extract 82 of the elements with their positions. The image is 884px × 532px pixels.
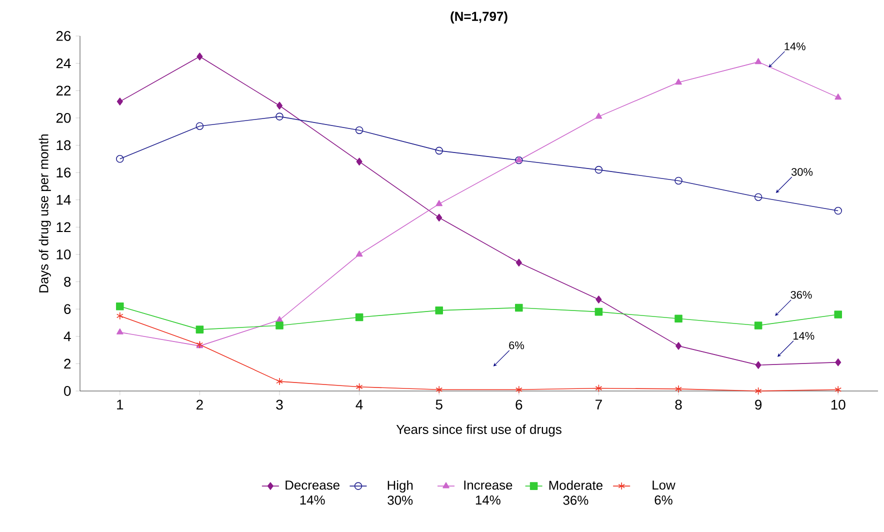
point bbox=[276, 102, 283, 110]
point bbox=[355, 313, 364, 322]
point bbox=[196, 326, 204, 334]
point bbox=[276, 112, 284, 120]
point bbox=[356, 383, 363, 391]
point bbox=[594, 308, 603, 316]
point bbox=[596, 296, 602, 304]
y-tick-label: 0 bbox=[64, 386, 71, 396]
legend-label: Increase 14% bbox=[464, 480, 512, 505]
point bbox=[516, 258, 522, 267]
point bbox=[595, 384, 602, 392]
y-tick-label: 26 bbox=[56, 31, 71, 41]
legend-label: High 30% bbox=[388, 480, 413, 505]
point bbox=[675, 78, 682, 85]
chart-title: (N=1,797) bbox=[450, 11, 508, 24]
point bbox=[675, 342, 682, 350]
y-axis-title: Days of drug use per month bbox=[38, 134, 51, 292]
annotation: 14% bbox=[793, 332, 814, 340]
legend-label: Moderate 36% bbox=[549, 480, 602, 505]
point bbox=[436, 386, 443, 394]
point bbox=[754, 387, 762, 395]
annotation: 36% bbox=[790, 290, 812, 299]
y-tick-label: 16 bbox=[56, 168, 71, 178]
point bbox=[594, 166, 603, 174]
point bbox=[116, 302, 124, 310]
y-tick-label: 18 bbox=[56, 140, 71, 150]
x-tick-label: 2 bbox=[196, 400, 203, 410]
point bbox=[276, 378, 283, 386]
annotation: 6% bbox=[509, 341, 524, 350]
legend-label: Low 6% bbox=[652, 480, 676, 505]
point bbox=[276, 322, 284, 330]
x-tick-label: 6 bbox=[516, 400, 522, 410]
point bbox=[834, 206, 842, 215]
x-tick-label: 3 bbox=[276, 400, 283, 410]
x-tick-label: 10 bbox=[831, 400, 846, 410]
point bbox=[196, 52, 203, 60]
annotation: 30% bbox=[791, 168, 813, 176]
point bbox=[515, 304, 523, 312]
annotation: 14% bbox=[784, 42, 806, 50]
y-tick-label: 22 bbox=[56, 86, 71, 96]
point bbox=[355, 126, 364, 134]
y-tick-label: 4 bbox=[64, 332, 71, 342]
point bbox=[435, 306, 443, 314]
y-tick-label: 14 bbox=[56, 195, 71, 205]
point bbox=[835, 358, 842, 366]
y-tick-label: 6 bbox=[64, 304, 71, 314]
point bbox=[595, 112, 602, 119]
y-tick-label: 2 bbox=[64, 358, 71, 369]
point bbox=[356, 250, 363, 257]
point bbox=[834, 386, 842, 394]
x-tick-label: 5 bbox=[436, 400, 442, 410]
y-tick-label: 20 bbox=[56, 112, 71, 123]
y-tick-label: 24 bbox=[56, 58, 71, 68]
y-tick-label: 8 bbox=[64, 276, 71, 287]
point bbox=[116, 312, 124, 320]
point bbox=[436, 214, 442, 222]
x-axis-title: Years since first use of drugs bbox=[396, 424, 562, 437]
x-tick-label: 8 bbox=[675, 400, 682, 410]
point bbox=[116, 154, 124, 163]
point bbox=[834, 94, 842, 100]
y-tick-label: 12 bbox=[56, 222, 71, 232]
x-tick-label: 7 bbox=[596, 400, 602, 410]
point bbox=[436, 200, 443, 206]
point bbox=[674, 314, 682, 323]
point bbox=[356, 158, 362, 166]
point bbox=[674, 176, 682, 185]
point bbox=[196, 122, 204, 130]
point bbox=[435, 146, 443, 155]
point bbox=[515, 386, 522, 394]
x-tick-label: 1 bbox=[117, 400, 124, 410]
legend-label: Decrease 14% bbox=[286, 480, 340, 505]
y-tick-label: 10 bbox=[56, 250, 71, 260]
point bbox=[754, 58, 762, 64]
point bbox=[755, 361, 762, 369]
point bbox=[754, 322, 762, 330]
point bbox=[116, 98, 123, 106]
point bbox=[834, 310, 842, 318]
point bbox=[754, 193, 762, 201]
point bbox=[116, 328, 124, 334]
point bbox=[675, 385, 682, 393]
x-tick-label: 9 bbox=[755, 400, 762, 410]
x-tick-label: 4 bbox=[356, 400, 363, 410]
